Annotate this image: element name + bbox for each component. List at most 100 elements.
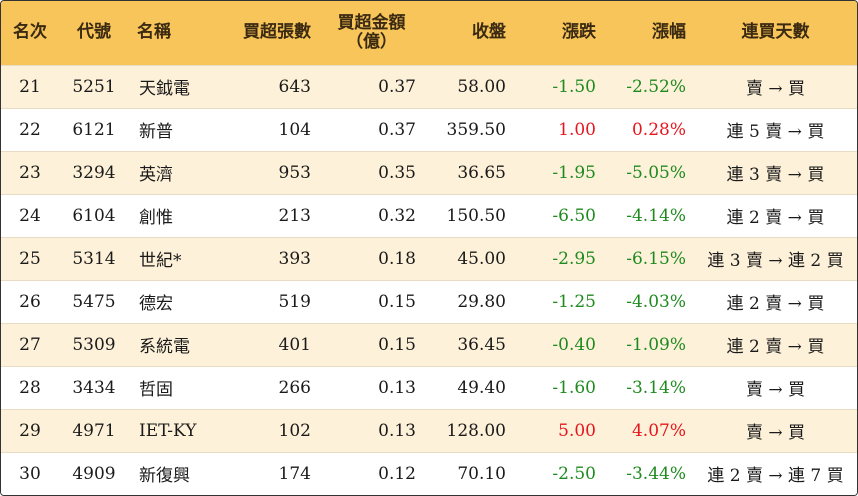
header-close: 收盤 [472,22,506,43]
cell-name: 創惟 [139,208,173,228]
cell-rank: 24 [19,205,41,226]
cell-amount: 0.13 [378,377,416,398]
cell-amount: 0.15 [378,334,416,355]
table-row: 26 5475 德宏 519 0.15 29.80 -1.25 -4.03% 連 2 賣 → 買 [1,280,857,323]
cell-pct: -4.14% [626,205,686,226]
cell-code: 5475 [72,291,116,312]
cell-close: 49.40 [457,377,506,398]
header-pct: 漲幅 [652,22,686,43]
cell-change: -1.95 [552,162,596,183]
cell-rank: 28 [19,377,41,398]
cell-close: 128.00 [446,420,506,441]
cell-rank: 27 [19,334,41,355]
table-row: 24 6104 創惟 213 0.32 150.50 -6.50 -4.14% 連 2 賣 → … [1,194,857,237]
header-name: 名稱 [137,22,171,43]
cell-volume: 519 [278,291,311,312]
cell-change: -2.50 [552,463,596,484]
cell-rank: 25 [19,248,41,269]
cell-code: 4971 [72,420,116,441]
cell-amount: 0.37 [378,76,416,97]
cell-days: 連 2 賣 → 連 7 買 [707,466,844,487]
cell-code: 6121 [72,119,116,140]
cell-code: 3434 [72,377,116,398]
cell-close: 29.80 [457,291,506,312]
cell-pct: -5.05% [626,162,686,183]
cell-code: 3294 [72,162,116,183]
cell-change: -2.95 [552,248,596,269]
cell-close: 359.50 [446,119,506,140]
cell-code: 6104 [72,205,116,226]
cell-close: 36.65 [457,162,506,183]
cell-close: 45.00 [457,248,506,269]
cell-name: 系統電 [139,337,190,357]
table-row: 27 5309 系統電 401 0.15 36.45 -0.40 -1.09% 連 2 賣 → … [1,323,857,366]
cell-days: 連 5 賣 → 買 [726,122,825,142]
cell-change: -1.60 [552,377,596,398]
cell-name: 新復興 [139,466,190,487]
table-row: 22 6121 新普 104 0.37 359.50 1.00 0.28% 連 5 賣 → 買 [1,108,857,151]
table-header: 名次 代號 名稱 買超張數 買超金額 （億） 收盤 漲跌 漲幅 連買天數 [1,1,857,65]
cell-amount: 0.37 [378,119,416,140]
cell-rank: 22 [19,119,41,140]
cell-amount: 0.13 [378,420,416,441]
cell-close: 70.10 [457,463,506,484]
cell-volume: 401 [278,334,311,355]
table-row: 30 4909 新復興 174 0.12 70.10 -2.50 -3.44% 連 2 賣 → … [1,452,857,495]
cell-amount: 0.32 [378,205,416,226]
cell-volume: 102 [278,420,311,441]
cell-pct: -6.15% [626,248,686,269]
cell-code: 5309 [72,334,116,355]
cell-days: 連 2 賣 → 買 [726,294,825,314]
cell-name: 德宏 [139,294,173,314]
cell-change: -1.25 [552,291,596,312]
cell-close: 58.00 [457,76,506,97]
cell-volume: 393 [278,248,311,269]
cell-change: 5.00 [558,420,596,441]
cell-close: 150.50 [446,205,506,226]
table-row: 23 3294 英濟 953 0.35 36.65 -1.95 -5.05% 連 3 賣 → 買 [1,151,857,194]
table-row: 28 3434 哲固 266 0.13 49.40 -1.60 -3.14% 賣 → 買 [1,366,857,409]
cell-amount: 0.12 [378,463,416,484]
table-row: 25 5314 世紀* 393 0.18 45.00 -2.95 -6.15% 連 3 賣 → … [1,237,857,280]
cell-days: 賣 → 買 [745,79,806,99]
cell-change: -0.40 [552,334,596,355]
cell-name: 世紀* [139,251,182,271]
cell-days: 連 2 賣 → 買 [726,208,825,228]
cell-days: 賣 → 買 [745,423,806,443]
header-days: 連買天數 [741,22,810,43]
cell-pct: -4.03% [626,291,686,312]
cell-name: IET-KY [139,420,197,441]
cell-amount: 0.35 [378,162,416,183]
cell-code: 5314 [72,248,116,269]
cell-amount: 0.15 [378,291,416,312]
cell-volume: 213 [278,205,311,226]
header-change: 漲跌 [562,22,596,43]
header-code: 代號 [77,22,111,43]
cell-volume: 953 [278,162,311,183]
header-rank: 名次 [13,22,47,43]
cell-change: 1.00 [558,119,596,140]
cell-close: 36.45 [457,334,506,355]
cell-code: 5251 [72,76,116,97]
cell-name: 天鉞電 [139,79,190,99]
cell-pct: 4.07% [631,420,686,441]
cell-days: 連 3 賣 → 買 [726,165,825,185]
cell-name: 新普 [139,122,173,142]
cell-days: 賣 → 買 [745,380,806,400]
cell-name: 英濟 [139,165,173,185]
cell-volume: 266 [278,377,311,398]
header-amount-line1: 買超金額 [337,12,406,33]
header-amount-line2: （億） [346,31,397,52]
table-row: 29 4971 IET-KY 102 0.13 128.00 5.00 4.07% 賣 → 買 [1,409,857,452]
cell-pct: -1.09% [626,334,686,355]
table-row: 21 5251 天鉞電 643 0.37 58.00 -1.50 -2.52% 賣 → 買 [1,65,857,108]
cell-name: 哲固 [139,380,173,400]
header-row: 名次 代號 名稱 買超張數 買超金額 （億） 收盤 漲跌 漲幅 連買天數 [1,1,857,65]
cell-volume: 174 [278,463,311,484]
header-volume: 買超張數 [243,22,311,43]
cell-code: 4909 [72,463,116,484]
cell-volume: 104 [278,119,311,140]
cell-pct: -2.52% [626,76,686,97]
cell-change: -6.50 [552,205,596,226]
